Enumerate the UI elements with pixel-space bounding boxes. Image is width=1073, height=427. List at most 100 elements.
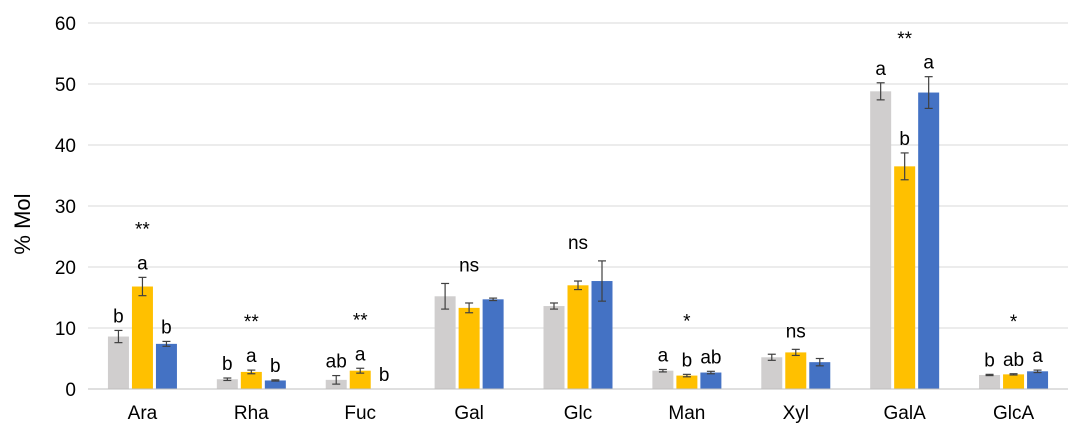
significance-label: ns	[786, 321, 806, 342]
significance-label: *	[1010, 312, 1018, 333]
letter-label: a	[137, 253, 148, 274]
error-bar	[924, 76, 933, 110]
error-bar	[706, 370, 715, 375]
letter-label: b	[222, 354, 233, 375]
bar	[349, 370, 371, 389]
letter-label: b	[682, 350, 693, 371]
letter-label: a	[246, 346, 257, 367]
error-bar	[1033, 369, 1042, 374]
bar	[979, 374, 1001, 389]
letter-label: b	[899, 129, 910, 150]
error-bar	[658, 368, 667, 373]
error-bar	[682, 373, 691, 378]
bar	[240, 371, 262, 389]
bar	[543, 306, 565, 389]
y-tick-label: 10	[55, 319, 76, 340]
bar	[567, 285, 589, 389]
significance-label: **	[897, 29, 912, 50]
x-tick-label: GlcA	[993, 403, 1035, 424]
bar	[591, 281, 613, 389]
y-tick-label: 40	[55, 136, 76, 157]
letter-label: b	[270, 356, 281, 377]
bar	[155, 343, 177, 389]
bar	[107, 336, 129, 389]
error-bar	[900, 152, 909, 181]
error-bar	[1009, 373, 1018, 376]
letter-label: a	[875, 59, 886, 80]
error-bar	[791, 348, 800, 357]
error-bars	[114, 76, 1042, 385]
error-bar	[162, 340, 171, 347]
error-bar	[114, 329, 123, 344]
y-tick-label: 0	[65, 380, 76, 401]
y-axis-ticks: 0 10 20 30 40 50 60	[55, 14, 76, 401]
significance-label: ns	[459, 255, 479, 276]
x-tick-label: Glc	[564, 403, 593, 424]
error-bar	[574, 280, 582, 291]
letter-label: ab	[1003, 350, 1024, 371]
error-bar	[767, 353, 776, 361]
error-bar	[550, 302, 558, 310]
letter-label: b	[113, 306, 124, 327]
letter-label: a	[658, 345, 669, 366]
error-bar	[815, 357, 824, 367]
error-bar	[223, 377, 232, 382]
bar	[1027, 371, 1049, 389]
bar	[870, 91, 892, 389]
significance-label: **	[353, 310, 368, 331]
bar	[264, 380, 286, 389]
significance-label: ns	[568, 233, 588, 254]
letter-label: ab	[700, 347, 721, 368]
bar	[700, 372, 722, 389]
bar	[216, 379, 238, 389]
y-axis-label: % Mol	[10, 193, 35, 254]
bar	[131, 286, 153, 389]
letter-label: ab	[326, 352, 347, 373]
letter-label: a	[355, 344, 366, 365]
error-bar	[271, 379, 280, 382]
bar	[785, 352, 807, 389]
x-axis-ticks: Ara Rha Fuc Gal Glc Man Xyl GalA GlcA	[128, 403, 1035, 424]
error-bar	[876, 82, 885, 101]
bar	[918, 92, 940, 389]
letter-label: b	[984, 350, 995, 371]
letter-label: a	[1032, 346, 1043, 367]
error-bar	[598, 260, 606, 302]
x-tick-label: Xyl	[783, 403, 809, 424]
bar	[652, 370, 674, 389]
y-tick-label: 20	[55, 258, 76, 279]
x-tick-label: Gal	[454, 403, 484, 424]
error-bar	[441, 282, 450, 310]
error-bar	[356, 367, 365, 374]
bar	[761, 357, 783, 389]
bar	[458, 307, 480, 389]
letter-label: b	[161, 317, 172, 338]
bar	[1003, 374, 1025, 389]
bar	[894, 166, 916, 389]
x-tick-label: Ara	[128, 403, 158, 424]
x-tick-label: Man	[668, 403, 705, 424]
x-tick-label: Rha	[234, 403, 269, 424]
letter-label: b	[379, 365, 390, 386]
error-bar	[465, 302, 474, 314]
y-tick-label: 50	[55, 75, 76, 96]
y-tick-label: 30	[55, 197, 76, 218]
bar	[676, 375, 698, 389]
error-bar	[489, 297, 498, 302]
error-bar	[247, 369, 256, 375]
error-bar	[138, 276, 147, 297]
y-tick-label: 60	[55, 14, 76, 35]
bar	[809, 362, 831, 389]
significance-label: *	[683, 311, 691, 332]
significance-label: **	[244, 312, 259, 333]
error-bar	[332, 374, 341, 385]
significance-label: **	[135, 219, 150, 240]
bar	[434, 296, 456, 389]
bars	[107, 91, 1049, 389]
x-tick-label: GalA	[884, 403, 927, 424]
letter-label: a	[923, 53, 934, 74]
bar	[482, 299, 504, 389]
